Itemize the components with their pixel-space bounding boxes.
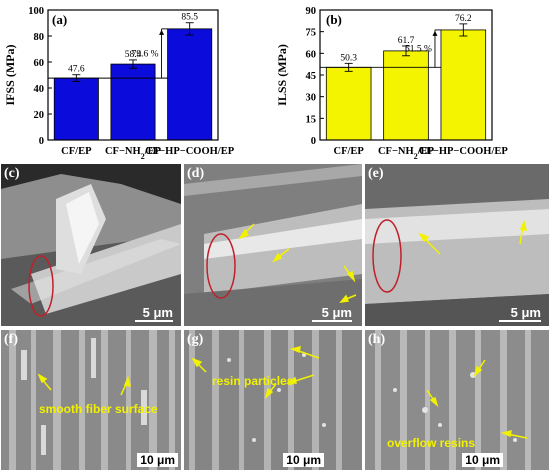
panel-label: (e): [368, 166, 384, 181]
scale-bar: [499, 320, 541, 322]
bracket-arrowhead: [432, 30, 438, 36]
scale-bar-label: 5 μm: [510, 305, 541, 320]
bar-2: [440, 29, 487, 141]
increase-annotation: 79.6 %: [132, 49, 159, 59]
sem-image-e: (e) 5 μm: [365, 164, 549, 326]
bar-0: [53, 77, 99, 141]
scale-bar-label: 10 μm: [462, 453, 503, 467]
fiber-drawing: [365, 164, 549, 326]
y-tick-label: 0: [39, 136, 44, 147]
y-tick-label: 80: [34, 32, 45, 43]
annotation-text: smooth fiber surface: [39, 402, 158, 416]
panel-label: (h): [368, 332, 386, 347]
fiber-drawing: [1, 164, 181, 326]
fracture-circle: [206, 233, 236, 299]
y-tick-label: 20: [34, 110, 45, 121]
panel-label: (a): [52, 12, 67, 27]
panel-label: (c): [4, 166, 20, 181]
scale-bar-label: 5 μm: [142, 305, 173, 320]
fiber-drawing: [365, 330, 549, 470]
y-tick-label: 75: [306, 28, 317, 39]
sem-image-g: (g) resin particles 10 μm: [184, 330, 362, 470]
sem-image-h: (h) overflow resins 10 μm: [365, 330, 549, 470]
y-tick-label: 60: [306, 49, 317, 60]
sem-image-c: (c) 5 μm: [1, 164, 181, 326]
category-label-1: CF−NH2/EP: [378, 146, 435, 161]
category-label-1: CF−NH2/EP: [105, 146, 162, 161]
category-label-2: CF−HP−COOH/EP: [145, 146, 235, 157]
increase-annotation: 51.5 %: [405, 45, 432, 55]
fiber-drawing: [184, 164, 362, 326]
y-tick-label: 0: [311, 136, 316, 147]
annotation-text: resin particles: [212, 374, 294, 388]
scale-bar-label: 10 μm: [283, 453, 324, 467]
y-axis-label: IFSS (MPa): [3, 45, 17, 106]
panel-label: (d): [187, 166, 205, 181]
fracture-circle: [28, 255, 54, 317]
panel-label: (f): [4, 332, 18, 347]
bar-2: [167, 28, 213, 141]
bar-1: [383, 50, 429, 141]
bar-1: [110, 63, 156, 141]
y-tick-label: 40: [34, 84, 45, 95]
bar-0: [325, 66, 372, 141]
data-label-0: 47.6: [68, 65, 85, 75]
bracket-arrowhead: [159, 29, 165, 35]
category-label-0: CF/EP: [333, 146, 364, 157]
plot-frame: [47, 9, 219, 141]
panel-label: (g): [187, 332, 204, 347]
category-label-0: CF/EP: [61, 146, 92, 157]
category-label-2: CF−HP−COOH/EP: [419, 146, 509, 157]
data-label-1: 58.4: [125, 50, 142, 60]
data-label-2: 76.2: [455, 14, 472, 24]
y-tick-label: 15: [306, 114, 317, 125]
fiber-drawing: [1, 330, 181, 470]
scale-bar: [135, 320, 173, 322]
y-axis-label: ILSS (MPa): [275, 44, 289, 106]
data-label-1: 61.7: [398, 36, 415, 46]
fracture-circle: [372, 219, 402, 293]
y-tick-label: 90: [306, 6, 317, 17]
scale-bar-label: 10 μm: [137, 453, 178, 467]
scale-bar-label: 5 μm: [321, 305, 352, 320]
annotation-text: overflow resins: [387, 436, 476, 450]
fiber-drawing: [184, 330, 362, 470]
sem-image-f: (f) smooth fiber surface 10 μm: [1, 330, 181, 470]
y-tick-label: 45: [306, 71, 317, 82]
bar-charts: 47.6 CF/EP 58.4 CF−NH2/EP 85.5 CF−HP−COOH/EP 7…: [3, 6, 509, 161]
sem-image-d: (d) 5 μm: [184, 164, 362, 326]
panel-label: (b): [326, 12, 342, 27]
data-label-2: 85.5: [181, 13, 198, 23]
y-tick-label: 60: [34, 58, 45, 69]
scale-bar: [312, 320, 352, 322]
data-label-0: 50.3: [340, 53, 357, 63]
y-tick-label: 100: [28, 6, 44, 17]
y-tick-label: 30: [306, 93, 317, 104]
